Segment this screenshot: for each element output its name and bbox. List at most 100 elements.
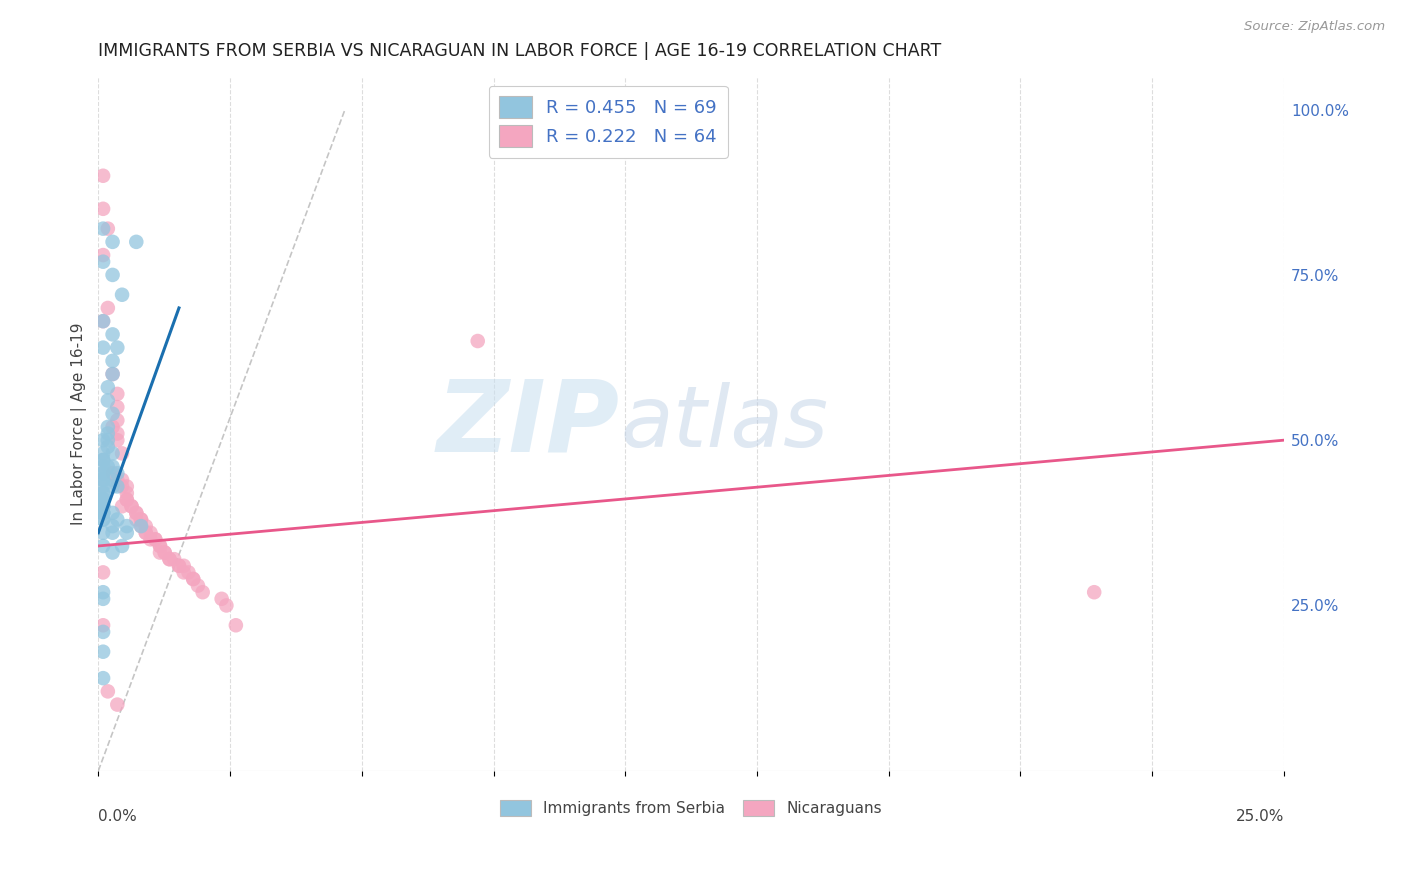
Point — [101, 367, 124, 381]
Point — [91, 500, 114, 514]
Point — [135, 525, 157, 540]
Point — [467, 334, 489, 348]
Point — [91, 492, 114, 507]
Point — [91, 492, 114, 507]
Point — [149, 545, 172, 559]
Point — [91, 645, 114, 659]
Point — [101, 268, 124, 282]
Point — [149, 539, 172, 553]
Point — [91, 314, 114, 328]
Point — [181, 572, 204, 586]
Point — [91, 486, 114, 500]
Point — [115, 519, 138, 533]
Point — [91, 169, 114, 183]
Point — [91, 467, 114, 481]
Point — [91, 512, 114, 526]
Point — [115, 492, 138, 507]
Point — [91, 473, 114, 487]
Point — [105, 698, 128, 712]
Point — [115, 525, 138, 540]
Point — [91, 341, 114, 355]
Point — [111, 287, 134, 301]
Point — [91, 525, 114, 540]
Point — [159, 552, 181, 566]
Point — [173, 566, 195, 580]
Point — [115, 479, 138, 493]
Point — [91, 506, 114, 520]
Point — [91, 506, 114, 520]
Point — [105, 512, 128, 526]
Point — [153, 545, 176, 559]
Point — [97, 426, 120, 441]
Point — [91, 453, 114, 467]
Point — [97, 420, 120, 434]
Point — [125, 235, 148, 249]
Point — [97, 433, 120, 447]
Point — [97, 380, 120, 394]
Point — [101, 525, 124, 540]
Point — [105, 341, 128, 355]
Point — [163, 552, 186, 566]
Point — [101, 367, 124, 381]
Point — [143, 533, 166, 547]
Point — [105, 400, 128, 414]
Point — [125, 506, 148, 520]
Point — [129, 519, 152, 533]
Point — [91, 459, 114, 474]
Point — [97, 393, 120, 408]
Point — [149, 539, 172, 553]
Point — [111, 473, 134, 487]
Point — [91, 453, 114, 467]
Point — [91, 492, 114, 507]
Point — [125, 506, 148, 520]
Point — [91, 591, 114, 606]
Point — [101, 235, 124, 249]
Point — [135, 519, 157, 533]
Point — [191, 585, 214, 599]
Point — [211, 591, 233, 606]
Point — [173, 558, 195, 573]
Point — [111, 539, 134, 553]
Point — [91, 618, 114, 632]
Point — [91, 566, 114, 580]
Point — [97, 440, 120, 454]
Point — [101, 420, 124, 434]
Text: atlas: atlas — [620, 382, 828, 465]
Point — [125, 512, 148, 526]
Point — [105, 413, 128, 427]
Point — [101, 479, 124, 493]
Point — [91, 492, 114, 507]
Point — [91, 671, 114, 685]
Point — [91, 500, 114, 514]
Y-axis label: In Labor Force | Age 16-19: In Labor Force | Age 16-19 — [72, 322, 87, 524]
Point — [105, 433, 128, 447]
Point — [91, 473, 114, 487]
Point — [91, 500, 114, 514]
Point — [101, 327, 124, 342]
Text: IMMIGRANTS FROM SERBIA VS NICARAGUAN IN LABOR FORCE | AGE 16-19 CORRELATION CHAR: IMMIGRANTS FROM SERBIA VS NICARAGUAN IN … — [98, 42, 942, 60]
Point — [167, 558, 190, 573]
Point — [91, 506, 114, 520]
Point — [97, 221, 120, 235]
Point — [1083, 585, 1105, 599]
Point — [115, 486, 138, 500]
Point — [91, 254, 114, 268]
Point — [115, 492, 138, 507]
Point — [105, 387, 128, 401]
Point — [91, 314, 114, 328]
Point — [105, 473, 128, 487]
Point — [91, 512, 114, 526]
Point — [139, 525, 162, 540]
Point — [91, 486, 114, 500]
Point — [177, 566, 200, 580]
Point — [111, 500, 134, 514]
Point — [91, 624, 114, 639]
Point — [159, 552, 181, 566]
Point — [105, 479, 128, 493]
Point — [101, 354, 124, 368]
Point — [91, 500, 114, 514]
Point — [101, 459, 124, 474]
Point — [129, 519, 152, 533]
Point — [101, 407, 124, 421]
Point — [135, 525, 157, 540]
